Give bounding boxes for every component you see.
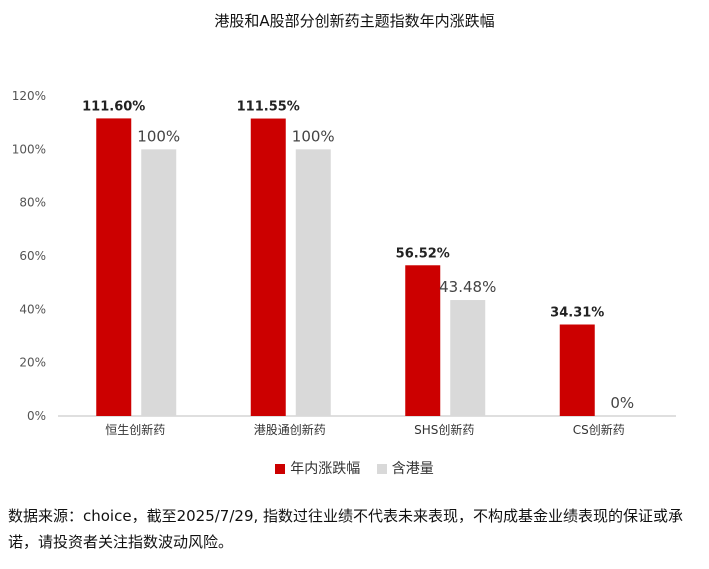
y-tick-label: 80% xyxy=(19,196,46,210)
data-label-hk-share: 43.48% xyxy=(439,278,496,296)
bar-ytd-change xyxy=(96,118,132,417)
bar-hk-share xyxy=(295,149,331,417)
bar-chart: 0% 20% 40% 60% 80% 100% 120% 111.60% 100% 恒生创新药 11… xyxy=(12,89,676,437)
y-tick-label: 0% xyxy=(27,409,46,423)
data-label-hk-share: 100% xyxy=(137,127,180,145)
y-tick-label: 20% xyxy=(19,356,46,370)
bar-hk-share xyxy=(450,300,486,416)
legend-label-series-0: 年内涨跌幅 xyxy=(290,461,361,477)
chart-title: 港股和A股部分创新药主题指数年内涨跌幅 xyxy=(214,12,495,30)
y-tick-label: 120% xyxy=(12,89,46,103)
data-label-ytd-change: 56.52% xyxy=(396,246,450,261)
data-label-ytd-change: 111.60% xyxy=(82,99,145,114)
data-label-ytd-change: 34.31% xyxy=(550,306,604,321)
bar-ytd-change xyxy=(559,324,595,416)
bar-ytd-change xyxy=(250,118,286,417)
data-label-hk-share: 0% xyxy=(610,394,634,412)
legend-label-series-1: 含港量 xyxy=(391,461,434,477)
bar-ytd-change xyxy=(405,265,441,416)
x-category-label: SHS创新药 xyxy=(414,422,474,437)
legend-swatch-series-0 xyxy=(275,464,286,474)
legend: 年内涨跌幅 含港量 xyxy=(0,458,709,478)
data-label-hk-share: 100% xyxy=(292,127,335,145)
legend-item-series-0: 年内涨跌幅 xyxy=(275,458,360,478)
x-category-label: 港股通创新药 xyxy=(254,422,326,437)
y-tick-label: 40% xyxy=(19,302,46,316)
data-label-ytd-change: 111.55% xyxy=(237,100,300,115)
bar-hk-share xyxy=(141,149,177,417)
y-tick-label: 100% xyxy=(12,142,46,156)
source-footnote: 数据来源：choice，截至2025/7/29, 指数过往业绩不代表未来表现，不… xyxy=(8,507,684,551)
legend-item-series-1: 含港量 xyxy=(376,458,434,478)
y-tick-label: 60% xyxy=(19,249,46,263)
x-category-label: 恒生创新药 xyxy=(105,422,165,437)
x-category-label: CS创新药 xyxy=(573,422,625,437)
legend-swatch-series-1 xyxy=(376,464,387,474)
